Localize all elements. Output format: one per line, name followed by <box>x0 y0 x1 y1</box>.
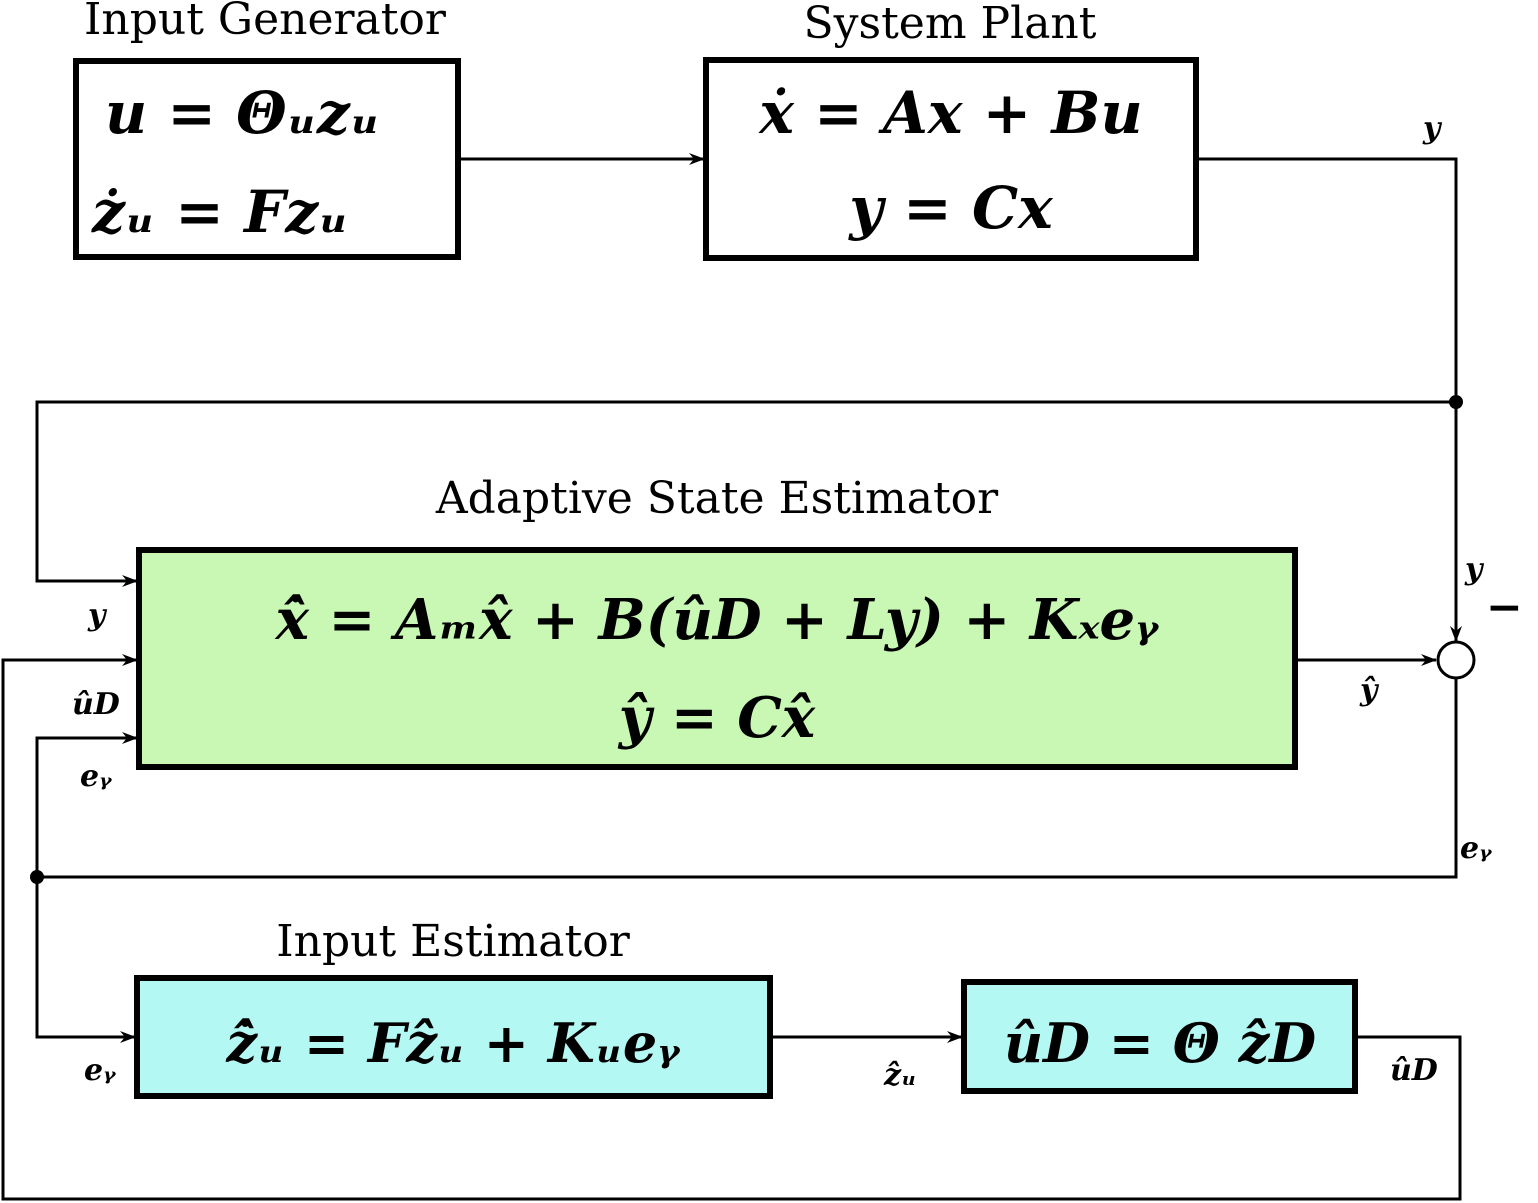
adaptive-state-estimator-block <box>136 547 1298 770</box>
input-generator-eq-state: żᵤ = Fzᵤ <box>91 178 348 246</box>
input-estimator-eq: ẑ̇ᵤ = Fẑᵤ + Kᵤeᵧ <box>225 1011 681 1075</box>
label-e-y-in: eᵧ <box>80 759 113 794</box>
label-u-hat-d-in: ûD <box>72 687 120 722</box>
system-plant-title: System Plant <box>804 0 1097 49</box>
label-y-hat: ŷ <box>1359 673 1380 708</box>
system-plant-eq-output: y = Cx <box>847 174 1054 242</box>
system-plant-eq-state: ẋ = Ax + Bu <box>757 79 1142 147</box>
summing-junction <box>1436 640 1476 680</box>
input-estimator-title: Input Estimator <box>276 916 630 967</box>
wire-y-plant-out <box>1196 157 1462 642</box>
input-generator-eq-output: u = Θᵤzᵤ <box>105 79 380 147</box>
input-map-block <box>961 979 1358 1094</box>
input-generator-title: Input Generator <box>84 0 447 45</box>
adaptive-state-estimator-title: Adaptive State Estimator <box>435 473 999 524</box>
label-y-in: y <box>87 598 108 633</box>
state-estimator-eq-state: x̂̇ = Aₘx̂ + B(ûD + Ly) + Kₓeᵧ <box>275 587 1161 653</box>
state-estimator-eq-output: ŷ = Cx̂ <box>617 685 816 751</box>
wire-y-to-estimator <box>35 400 1456 587</box>
input-generator-block <box>73 58 461 260</box>
label-u-hat-d-out: ûD <box>1390 1053 1438 1088</box>
label-z-hat-u: ẑᵤ <box>883 1058 917 1093</box>
wire-e-y-feedback <box>37 678 1458 879</box>
system-plant-block <box>703 57 1199 261</box>
label-e-y-input-estimator: eᵧ <box>84 1053 117 1088</box>
label-sum-minus: − <box>1486 582 1523 633</box>
input-map-eq: ûD = Θ ẑD <box>1004 1011 1316 1075</box>
wire-e-y-to-input-estimator <box>35 877 136 1043</box>
wire-e-y-to-state-estimator <box>35 732 138 877</box>
label-e-y-feedback: eᵧ <box>1460 831 1493 866</box>
label-y-plant-out: y <box>1422 111 1443 146</box>
label-y-sum-in: y <box>1464 552 1485 587</box>
wire-u-hat-d <box>1 654 1462 1201</box>
